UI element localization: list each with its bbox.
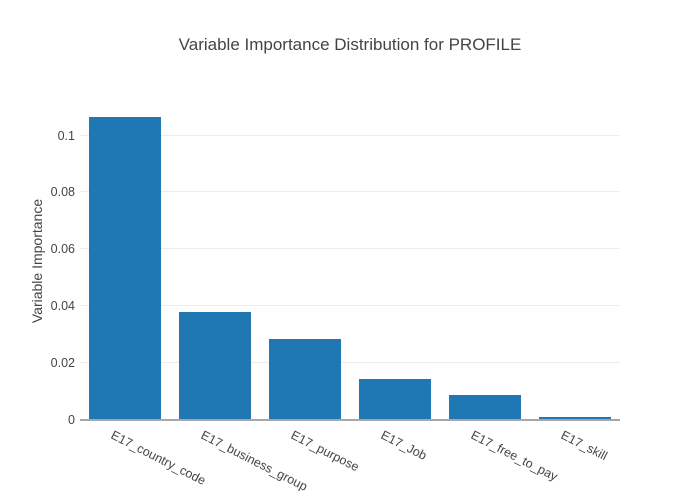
bar-E17_Job[interactable] <box>358 379 432 420</box>
bar-E17_free_to_pay[interactable] <box>448 395 522 420</box>
x-axis-line <box>80 419 620 421</box>
gridline <box>80 305 620 307</box>
y-tick-label: 0.02 <box>50 356 75 371</box>
bar-E17_purpose[interactable] <box>268 339 342 420</box>
y-tick-label: 0.1 <box>57 128 75 143</box>
plot-area[interactable]: 0 0.02 0.04 0.06 0.08 0.1 E17_country_code E17_… <box>51 100 620 494</box>
y-tick-label: 0 <box>68 413 75 427</box>
bar-E17_business_group[interactable] <box>178 312 252 420</box>
y-tick-label: 0.06 <box>50 242 75 257</box>
gridline <box>80 134 620 136</box>
x-tick-label: E17_country_code <box>108 428 208 488</box>
chart-title: Variable Importance Distribution for PRO… <box>178 35 522 54</box>
y-tick-label: 0.04 <box>50 299 75 314</box>
y-axis-title: Variable Importance <box>29 198 45 324</box>
y-tick-label: 0.08 <box>50 185 75 200</box>
gridline <box>80 248 620 250</box>
x-tick-label: E17_Job <box>378 428 429 463</box>
gridline <box>80 191 620 193</box>
x-tick-label: E17_skill <box>558 428 610 464</box>
bar-E17_skill[interactable] <box>538 416 612 420</box>
bar-E17_country_code[interactable] <box>88 117 162 420</box>
x-tick-label: E17_purpose <box>288 428 362 475</box>
x-tick-label: E17_free_to_pay <box>468 428 560 484</box>
gridline <box>80 362 620 364</box>
